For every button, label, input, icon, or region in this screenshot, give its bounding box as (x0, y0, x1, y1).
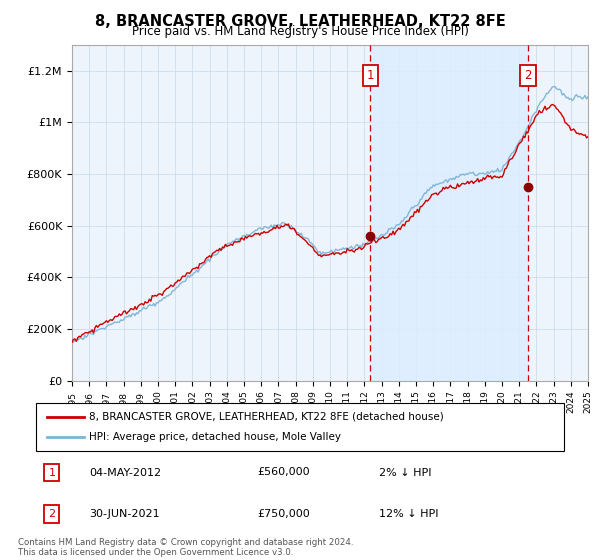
Text: 12% ↓ HPI: 12% ↓ HPI (379, 509, 439, 519)
Text: 04-MAY-2012: 04-MAY-2012 (89, 468, 161, 478)
Text: 2% ↓ HPI: 2% ↓ HPI (379, 468, 432, 478)
FancyBboxPatch shape (36, 403, 564, 451)
Text: £560,000: £560,000 (258, 468, 310, 478)
Text: 1: 1 (49, 468, 55, 478)
Text: 8, BRANCASTER GROVE, LEATHERHEAD, KT22 8FE (detached house): 8, BRANCASTER GROVE, LEATHERHEAD, KT22 8… (89, 412, 443, 422)
Text: 2: 2 (524, 69, 532, 82)
Bar (370, 45, 528, 381)
Text: HPI: Average price, detached house, Mole Valley: HPI: Average price, detached house, Mole… (89, 432, 341, 442)
Text: 8, BRANCASTER GROVE, LEATHERHEAD, KT22 8FE: 8, BRANCASTER GROVE, LEATHERHEAD, KT22 8… (95, 14, 505, 29)
Text: 2: 2 (48, 509, 55, 519)
Text: Price paid vs. HM Land Registry's House Price Index (HPI): Price paid vs. HM Land Registry's House … (131, 25, 469, 38)
Text: 30-JUN-2021: 30-JUN-2021 (89, 509, 160, 519)
Text: £750,000: £750,000 (258, 509, 311, 519)
Text: 1: 1 (367, 69, 374, 82)
Text: Contains HM Land Registry data © Crown copyright and database right 2024.
This d: Contains HM Land Registry data © Crown c… (18, 538, 353, 557)
